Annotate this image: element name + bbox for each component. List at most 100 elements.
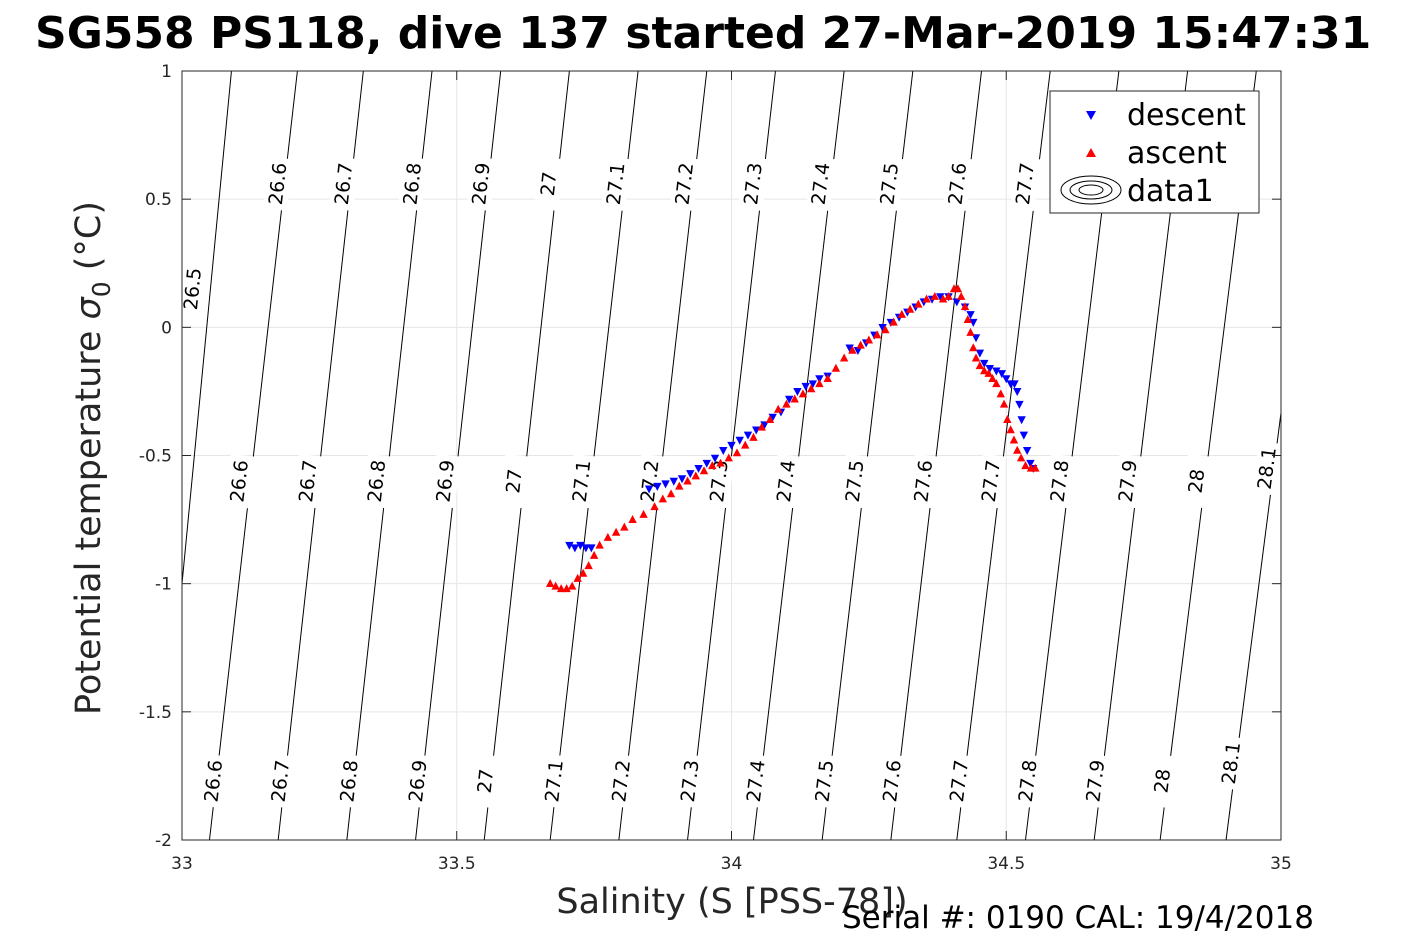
ascent-point bbox=[856, 340, 865, 349]
contour-label-bg bbox=[675, 753, 706, 809]
ascent-point bbox=[905, 304, 915, 313]
descent-point bbox=[985, 364, 994, 373]
ascent-point bbox=[848, 345, 857, 354]
contour-label: 27.6 bbox=[879, 759, 906, 804]
descent-point bbox=[669, 477, 679, 486]
descent-point bbox=[644, 485, 654, 494]
y-tick-label: 1 bbox=[161, 62, 172, 82]
contour-label: 27.8 bbox=[1015, 759, 1042, 804]
contour-label: 26.8 bbox=[400, 162, 427, 206]
contour-label-bg bbox=[1147, 753, 1178, 809]
ascent-point bbox=[881, 325, 890, 334]
ascent-point bbox=[716, 458, 725, 467]
descent-point bbox=[710, 454, 720, 463]
ascent-point bbox=[708, 461, 717, 470]
contour-label-bg bbox=[874, 156, 905, 212]
y-tick-label: -2 bbox=[155, 831, 172, 851]
descent-point bbox=[1022, 447, 1032, 455]
descent-point bbox=[702, 459, 711, 468]
y-axis-label-unit: (°C) bbox=[69, 201, 109, 281]
descent-point bbox=[1019, 431, 1029, 440]
legend-data1-label: data1 bbox=[1127, 174, 1214, 209]
y-axis-label: Potential temperature σ0 (°C) bbox=[69, 201, 116, 715]
contour-label: 27 bbox=[474, 768, 499, 794]
contour-label: 27.7 bbox=[978, 459, 1005, 504]
descent-point bbox=[653, 482, 662, 491]
contour-label: 26.6 bbox=[226, 459, 253, 504]
contour-label: 27.9 bbox=[1082, 759, 1109, 804]
contour-label-bg bbox=[809, 753, 840, 809]
ascent-point bbox=[815, 379, 824, 388]
contour-label-bg bbox=[1013, 753, 1044, 809]
contour-label-bg bbox=[1080, 753, 1111, 809]
contour-label: 27.5 bbox=[876, 161, 903, 206]
ascent-point bbox=[782, 399, 791, 408]
descent-point bbox=[581, 544, 591, 553]
ascent-point bbox=[551, 581, 560, 590]
descent-point bbox=[576, 541, 585, 550]
ascent-point bbox=[922, 294, 931, 303]
contour-label-bg bbox=[635, 453, 666, 509]
ascent-point bbox=[650, 502, 659, 511]
contour-label: 26.8 bbox=[364, 459, 391, 503]
ascent-point bbox=[1006, 425, 1015, 434]
contour-label: 26.7 bbox=[331, 162, 358, 206]
contour-label: 27.7 bbox=[1012, 161, 1039, 206]
contour-label: 27.1 bbox=[603, 162, 630, 207]
ascent-point bbox=[971, 353, 981, 362]
legend-box bbox=[1049, 90, 1260, 214]
contour-label-bg bbox=[908, 453, 939, 509]
ascent-point bbox=[969, 343, 978, 352]
contour-label: 27.8 bbox=[1047, 459, 1074, 504]
axis-ticks: 33 33.5 34 34.5 35 -2 -1.5 -1 -0.5 0 0.5 1 bbox=[139, 62, 1292, 874]
contour-label: 27.1 bbox=[541, 759, 568, 804]
ascent-point bbox=[675, 481, 684, 490]
ascent-point bbox=[578, 568, 588, 577]
contour-label-bg bbox=[430, 453, 461, 509]
descent-point bbox=[768, 413, 777, 422]
ascent-point bbox=[897, 309, 907, 318]
ascent-point bbox=[724, 453, 733, 462]
y-tick-label: -0.5 bbox=[139, 447, 172, 467]
contour-line bbox=[182, 71, 232, 589]
descent-point bbox=[784, 395, 794, 404]
contour-label-bg bbox=[266, 753, 296, 809]
ascent-point bbox=[545, 579, 555, 588]
ascent-point bbox=[1013, 445, 1022, 454]
descent-point bbox=[980, 359, 989, 368]
contour-label-bg bbox=[738, 156, 769, 211]
ascent-point bbox=[938, 294, 948, 303]
descent-point bbox=[686, 470, 695, 479]
descent-point bbox=[952, 298, 961, 307]
contour-labels: 26.5 26.6 26.6 26.6 26.7 26.7 26.7 26.8 26.8 26.8… bbox=[178, 156, 1283, 809]
x-tick-label: 34 bbox=[721, 854, 743, 874]
descent-point bbox=[801, 382, 810, 391]
ascent-point bbox=[944, 291, 953, 300]
contour-label-bg bbox=[198, 753, 229, 809]
descent-point bbox=[975, 349, 985, 358]
ascent-point bbox=[757, 422, 766, 431]
ascent-point bbox=[963, 315, 972, 324]
descent-point bbox=[743, 431, 753, 440]
descent-point bbox=[1013, 388, 1022, 397]
contour-label: 27.4 bbox=[743, 759, 770, 804]
descent-point bbox=[735, 436, 744, 445]
ascent-point bbox=[1009, 435, 1019, 444]
descent-point bbox=[1002, 375, 1011, 384]
ascent-point bbox=[666, 489, 676, 498]
legend-descent-marker bbox=[1086, 111, 1096, 120]
descent-point bbox=[853, 347, 863, 356]
descent-point bbox=[969, 318, 978, 327]
descent-point bbox=[752, 426, 761, 435]
contour-label: 27.6 bbox=[944, 161, 971, 206]
legend: descent ascent data1 bbox=[1049, 90, 1260, 214]
contour-label: 26.9 bbox=[468, 162, 495, 206]
contour-label: 27.2 bbox=[671, 162, 698, 207]
descent-point bbox=[587, 544, 596, 553]
ascent-point bbox=[595, 540, 604, 549]
ascent-point bbox=[774, 404, 783, 413]
descent-point bbox=[808, 380, 818, 389]
descent-point bbox=[1026, 459, 1035, 468]
contour-label-bg bbox=[539, 753, 570, 809]
